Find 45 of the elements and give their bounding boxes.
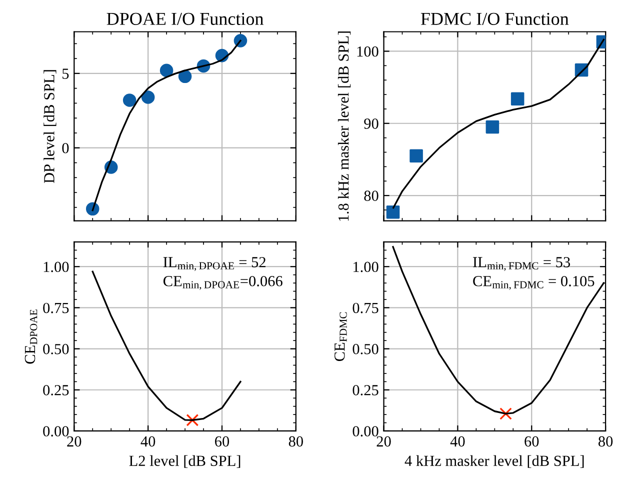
x-tick-label: 80 [288,436,303,447]
y-tick-label: 0.00 [43,426,69,436]
y-tick-label: 5 [62,68,69,79]
chart-title: FDMC I/O Function [420,12,569,25]
annotation: IL$_{min,DPOAE}$ = 52 [163,257,266,271]
y-tick-label: 0 [62,142,69,154]
x-tick-label: 40 [140,436,156,447]
annotation: IL$_{min,FDMC}$ = 53 [473,257,570,271]
point [386,205,400,219]
y-tick-label: 1.00 [44,262,69,272]
line-series [92,270,242,421]
y-axis-title: CE$_{FDMC}$ [334,312,347,362]
y-tick-label: 100 [357,46,378,57]
annotation: CE$_{min,FDMC}$ = 0.105 [473,276,594,290]
x-tick-label: 60 [524,436,539,447]
y-tick-label: 0.00 [352,426,378,436]
annotation: CE$_{min,DPOAE}$=0.066 [163,276,282,290]
x-axis-title: 4 kHz masker level [dB SPL] [404,455,584,468]
y-axis-title: CE$_{DPOAE}$ [24,310,38,364]
y-tick-label: 80 [364,190,378,201]
x-tick-label: 20 [376,436,391,447]
point [141,90,155,104]
y-tick-label: 0.25 [43,385,69,396]
x-tick-label: 80 [598,436,613,447]
x-tick-label: 60 [215,436,230,447]
point [510,92,524,106]
point [122,94,136,107]
point [178,70,192,84]
point [486,120,500,134]
y-tick-label: 0.50 [352,344,378,354]
chart-title: DPOAE I/O Function [106,12,264,25]
y-axis-title: 1.8 kHz masker level [dB SPL] [338,32,351,221]
x-axis-title: L2 level [dB SPL] [129,455,240,468]
y-tick-label: 0.75 [43,302,69,314]
y-tick-label: 1.00 [354,262,378,272]
point [410,149,423,162]
point [234,34,248,48]
x-tick-label: 20 [67,436,82,447]
y-tick-label: 0.25 [352,385,378,396]
y-tick-label: 0.50 [43,344,69,354]
y-axis-title: DP level [dB SPL] [44,70,56,184]
point [160,64,174,78]
y-tick-label: 90 [364,118,378,129]
y-tick-label: 0.75 [352,302,378,314]
x-tick-label: 40 [450,436,465,447]
